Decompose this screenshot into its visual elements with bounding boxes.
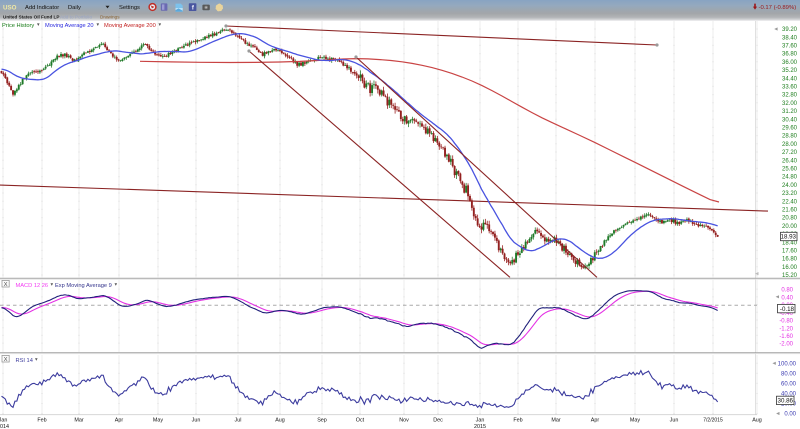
svg-text:0.00: 0.00 xyxy=(784,412,796,418)
svg-text:18.40: 18.40 xyxy=(782,240,798,246)
svg-text:Exp Moving Average 9: Exp Moving Average 9 xyxy=(55,283,112,289)
svg-text:33.60: 33.60 xyxy=(782,85,798,91)
svg-text:31.20: 31.20 xyxy=(782,109,798,115)
svg-text:28.80: 28.80 xyxy=(782,134,798,140)
svg-text:-0.17 (-0.89%): -0.17 (-0.89%) xyxy=(759,5,797,11)
svg-text:Feb: Feb xyxy=(37,418,46,424)
svg-text:Add Indicator: Add Indicator xyxy=(25,5,59,11)
svg-text:United States Oil Fund LP: United States Oil Fund LP xyxy=(3,14,59,19)
svg-text:20.80: 20.80 xyxy=(782,216,798,222)
svg-text:Mar: Mar xyxy=(551,418,560,424)
svg-text:25.60: 25.60 xyxy=(782,167,798,173)
svg-text:Moving Average 20: Moving Average 20 xyxy=(45,23,94,29)
svg-text:Apr: Apr xyxy=(115,418,124,424)
svg-text:16.00: 16.00 xyxy=(782,265,798,271)
svg-text:Jan: Jan xyxy=(0,418,7,424)
svg-text:7/2/2015: 7/2/2015 xyxy=(703,418,723,424)
svg-text:36.00: 36.00 xyxy=(782,60,798,66)
svg-text:39.20: 39.20 xyxy=(782,27,798,33)
svg-text:24.80: 24.80 xyxy=(782,175,798,181)
svg-text:80.00: 80.00 xyxy=(781,372,797,378)
svg-text:-0.40: -0.40 xyxy=(779,311,793,317)
svg-text:29.60: 29.60 xyxy=(782,126,798,132)
svg-text:May: May xyxy=(153,418,163,424)
svg-text:30.86: 30.86 xyxy=(778,398,794,405)
svg-text:Daily: Daily xyxy=(68,5,81,11)
svg-text:Apr: Apr xyxy=(591,418,600,424)
svg-text:0.40: 0.40 xyxy=(781,295,793,301)
svg-text:Jul: Jul xyxy=(235,418,242,424)
svg-text:-2.00: -2.00 xyxy=(779,342,793,348)
svg-text:15.20: 15.20 xyxy=(782,273,798,279)
svg-text:17.60: 17.60 xyxy=(782,249,798,255)
svg-text:27.20: 27.20 xyxy=(782,150,798,156)
svg-text:-1.60: -1.60 xyxy=(779,334,793,340)
svg-text:36.80: 36.80 xyxy=(782,52,798,58)
svg-text:34.40: 34.40 xyxy=(782,76,798,82)
svg-text:23.20: 23.20 xyxy=(782,191,798,197)
svg-text:USO: USO xyxy=(3,4,17,11)
svg-text:26.40: 26.40 xyxy=(782,158,798,164)
svg-text:32.80: 32.80 xyxy=(782,93,798,99)
svg-text:40.00: 40.00 xyxy=(781,392,797,398)
svg-text:f: f xyxy=(192,5,195,12)
svg-text:X: X xyxy=(4,357,8,363)
svg-text:35.20: 35.20 xyxy=(782,68,798,74)
svg-text:Dec: Dec xyxy=(433,418,443,424)
svg-text:20.00: 20.00 xyxy=(782,224,798,230)
svg-text:2014: 2014 xyxy=(0,424,9,429)
svg-text:May: May xyxy=(630,418,640,424)
svg-text:Aug: Aug xyxy=(752,418,762,424)
svg-text:Nov: Nov xyxy=(399,418,409,424)
svg-text:Jun: Jun xyxy=(670,418,679,424)
svg-text:Feb: Feb xyxy=(513,418,522,424)
svg-text:28.00: 28.00 xyxy=(782,142,798,148)
svg-text:24.00: 24.00 xyxy=(782,183,798,189)
svg-text:37.60: 37.60 xyxy=(782,44,798,50)
svg-text:Add to Portfolio: Add to Portfolio xyxy=(60,14,92,19)
svg-text:100.00: 100.00 xyxy=(778,361,797,367)
svg-text:-1.20: -1.20 xyxy=(779,326,793,332)
svg-text:21.60: 21.60 xyxy=(782,208,798,214)
svg-text:Moving Average 200: Moving Average 200 xyxy=(104,23,156,29)
svg-text:Jun: Jun xyxy=(192,418,201,424)
svg-text:Aug: Aug xyxy=(275,418,285,424)
svg-text:Mar: Mar xyxy=(74,418,83,424)
svg-text:22.40: 22.40 xyxy=(782,199,798,205)
svg-text:Settings: Settings xyxy=(119,5,140,11)
svg-text:Drawings: Drawings xyxy=(100,14,120,19)
svg-text:Jan: Jan xyxy=(476,418,485,424)
svg-text:MACD 12 26: MACD 12 26 xyxy=(16,283,49,289)
svg-text:30.40: 30.40 xyxy=(782,117,798,123)
svg-text:16.80: 16.80 xyxy=(782,257,798,263)
svg-text:Oct: Oct xyxy=(356,418,365,424)
svg-text:2015: 2015 xyxy=(474,424,486,429)
svg-text:32.00: 32.00 xyxy=(782,101,798,107)
svg-text:RSI 14: RSI 14 xyxy=(16,358,33,364)
svg-text:Price History: Price History xyxy=(2,23,34,29)
svg-text:38.40: 38.40 xyxy=(782,35,798,41)
svg-text:-0.18: -0.18 xyxy=(780,306,795,313)
svg-text:60.00: 60.00 xyxy=(781,382,797,388)
svg-text:18.93: 18.93 xyxy=(781,234,797,241)
svg-text:X: X xyxy=(4,282,8,288)
svg-text:Sep: Sep xyxy=(317,418,327,424)
svg-text:0.80: 0.80 xyxy=(781,288,793,294)
svg-text:-0.80: -0.80 xyxy=(779,319,793,325)
